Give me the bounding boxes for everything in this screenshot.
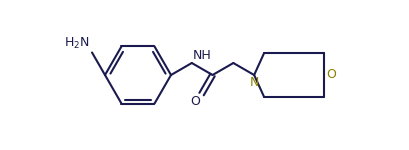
Text: O: O — [325, 69, 335, 81]
Text: H$_2$N: H$_2$N — [64, 36, 90, 51]
Text: NH: NH — [192, 49, 211, 62]
Text: N: N — [249, 76, 258, 89]
Text: O: O — [190, 95, 200, 108]
